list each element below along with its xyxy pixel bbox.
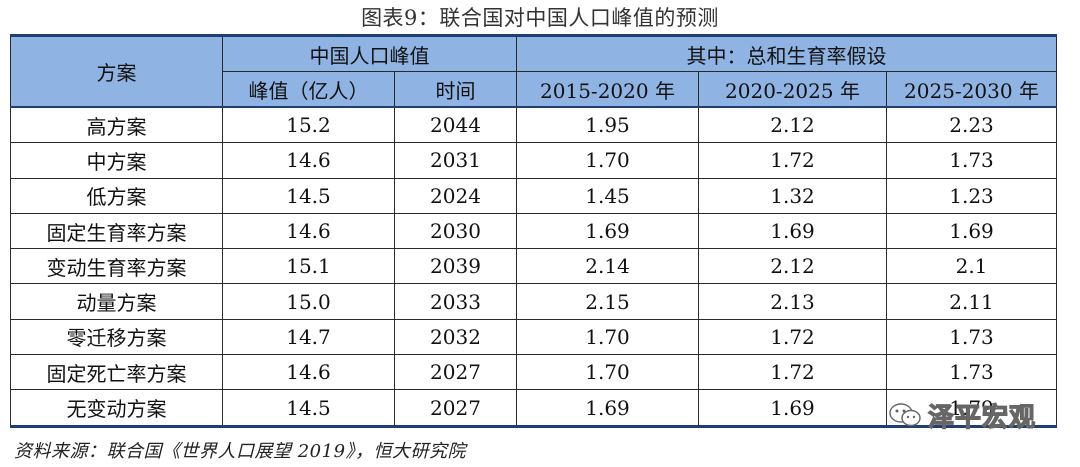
fertility-2020-2025: 1.72 <box>698 142 887 179</box>
scheme-name: 固定生育率方案 <box>10 212 223 250</box>
scheme-name: 固定死亡率方案 <box>10 354 223 391</box>
fertility-2015-2020: 1.69 <box>516 389 699 427</box>
fertility-2020-2025: 1.69 <box>698 389 887 427</box>
peak-year: 2039 <box>394 248 517 285</box>
scheme-name: 零迁移方案 <box>10 318 223 356</box>
figure-title: 图表9：联合国对中国人口峰值的预测 <box>361 6 719 30</box>
fertility-2020-2025: 2.12 <box>698 248 887 285</box>
forecast-table: 方案 中国人口峰值 其中：总和生育率假设 峰值（亿人） 时间 2015-2020… <box>10 34 1057 428</box>
peak-value: 14.6 <box>222 142 395 179</box>
fertility-2020-2025: 2.12 <box>698 106 887 144</box>
fertility-2025-2030: 1.23 <box>886 177 1057 214</box>
peak-year: 2030 <box>394 212 517 250</box>
peak-value: 14.7 <box>222 318 395 356</box>
peak-year: 2027 <box>394 354 517 391</box>
scheme-name: 高方案 <box>10 106 223 144</box>
peak-year: 2033 <box>394 283 517 320</box>
peak-value: 14.5 <box>222 177 395 214</box>
table-body: 高方案 15.2 2044 1.95 2.12 2.23 中方案 14.6 20… <box>10 106 1057 427</box>
header-period-2: 2020-2025 年 <box>698 71 887 108</box>
scheme-name: 变动生育率方案 <box>10 248 223 285</box>
watermark: 泽平宏观 <box>888 398 1037 433</box>
header-time: 时间 <box>394 71 517 108</box>
fertility-2020-2025: 1.72 <box>698 354 887 391</box>
table-row: 固定生育率方案 14.6 2030 1.69 1.69 1.69 <box>10 212 1057 250</box>
fertility-2015-2020: 1.70 <box>516 142 699 179</box>
header-period-3: 2025-2030 年 <box>886 71 1057 108</box>
table-row: 动量方案 15.0 2033 2.15 2.13 2.11 <box>10 283 1057 320</box>
table-row: 高方案 15.2 2044 1.95 2.12 2.23 <box>10 106 1057 144</box>
forecast-table-container: 方案 中国人口峰值 其中：总和生育率假设 峰值（亿人） 时间 2015-2020… <box>10 34 1057 428</box>
table-row: 中方案 14.6 2031 1.70 1.72 1.73 <box>10 142 1057 179</box>
fertility-2015-2020: 2.15 <box>516 283 699 320</box>
fertility-2025-2030: 1.69 <box>886 212 1057 250</box>
wechat-icon <box>889 403 921 427</box>
peak-value: 15.0 <box>222 283 395 320</box>
source-note: 资料来源：联合国《世界人口展望 2019》，恒大研究院 <box>14 441 467 462</box>
header-peak-group: 中国人口峰值 <box>222 35 517 72</box>
table-row: 低方案 14.5 2024 1.45 1.32 1.23 <box>10 177 1057 214</box>
peak-year: 2024 <box>394 177 517 214</box>
table-row: 变动生育率方案 15.1 2039 2.14 2.12 2.1 <box>10 248 1057 285</box>
fertility-2015-2020: 1.69 <box>516 212 699 250</box>
fertility-2020-2025: 1.69 <box>698 212 887 250</box>
fertility-2025-2030: 2.11 <box>886 283 1057 320</box>
header-scheme: 方案 <box>10 35 223 108</box>
fertility-2025-2030: 2.1 <box>886 248 1057 285</box>
table-row: 零迁移方案 14.7 2032 1.70 1.72 1.73 <box>10 318 1057 356</box>
peak-value: 14.6 <box>222 354 395 391</box>
header-peak: 峰值（亿人） <box>222 71 395 108</box>
fertility-2015-2020: 2.14 <box>516 248 699 285</box>
fertility-2015-2020: 1.70 <box>516 318 699 356</box>
peak-value: 14.5 <box>222 389 395 427</box>
fertility-2015-2020: 1.45 <box>516 177 699 214</box>
peak-year: 2032 <box>394 318 517 356</box>
peak-value: 14.6 <box>222 212 395 250</box>
scheme-name: 低方案 <box>10 177 223 214</box>
fertility-2025-2030: 2.23 <box>886 106 1057 144</box>
fertility-2025-2030: 1.73 <box>886 354 1057 391</box>
scheme-name: 中方案 <box>10 142 223 179</box>
fertility-2020-2025: 2.13 <box>698 283 887 320</box>
peak-year: 2027 <box>394 389 517 427</box>
fertility-2025-2030: 1.73 <box>886 318 1057 356</box>
fertility-2015-2020: 1.70 <box>516 354 699 391</box>
peak-value: 15.2 <box>222 106 395 144</box>
table-row: 无变动方案 14.5 2027 1.69 1.69 1.79 <box>10 389 1057 427</box>
watermark-text: 泽平宏观 <box>927 402 1037 433</box>
peak-year: 2044 <box>394 106 517 144</box>
peak-year: 2031 <box>394 142 517 179</box>
scheme-name: 无变动方案 <box>10 389 223 427</box>
header-fertility-group: 其中：总和生育率假设 <box>516 35 1057 72</box>
scheme-name: 动量方案 <box>10 283 223 320</box>
fertility-2015-2020: 1.95 <box>516 106 699 144</box>
fertility-2020-2025: 1.72 <box>698 318 887 356</box>
header-period-1: 2015-2020 年 <box>516 71 699 108</box>
peak-value: 15.1 <box>222 248 395 285</box>
fertility-2025-2030: 1.73 <box>886 142 1057 179</box>
table-row: 固定死亡率方案 14.6 2027 1.70 1.72 1.73 <box>10 354 1057 391</box>
fertility-2020-2025: 1.32 <box>698 177 887 214</box>
